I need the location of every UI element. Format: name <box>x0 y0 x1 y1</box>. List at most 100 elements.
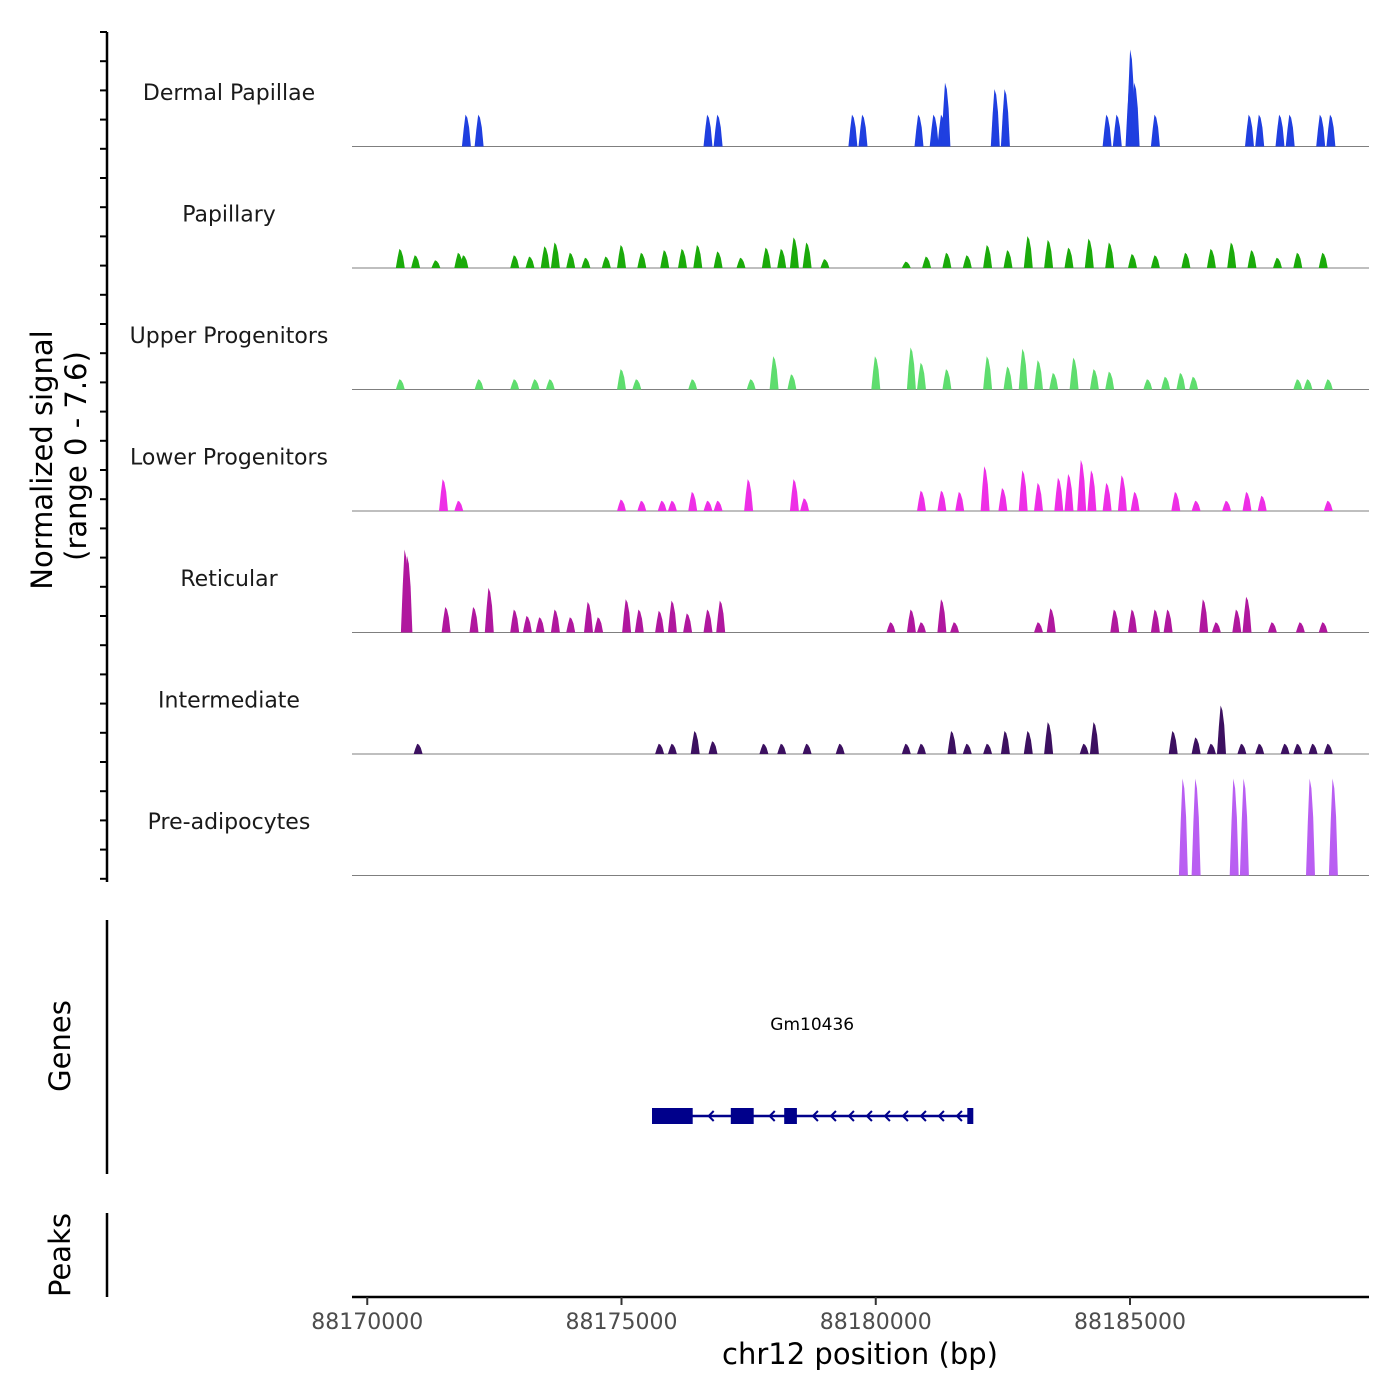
coverage-peak <box>929 114 939 147</box>
coverage-peak <box>1293 379 1303 390</box>
coverage-peak <box>655 610 665 633</box>
strand-arrow <box>883 1110 891 1122</box>
coverage-peak <box>1003 250 1013 268</box>
coverage-peak <box>761 247 771 268</box>
coverage-peak <box>1295 622 1305 633</box>
coverage-peak <box>1178 778 1188 876</box>
coverage-peak <box>461 114 471 147</box>
coverage-peak <box>1110 609 1120 633</box>
coverage-peak <box>459 255 469 268</box>
coverage-peak <box>1191 737 1201 754</box>
coverage-peak <box>617 369 626 390</box>
strand-arrow <box>811 1110 819 1122</box>
coverage-peak <box>962 743 972 754</box>
coverage-peak <box>871 356 881 390</box>
gene-model <box>652 1108 974 1124</box>
coverage-peak <box>1018 348 1028 390</box>
coverage-peak <box>1242 596 1252 633</box>
coverage-peak <box>955 491 965 511</box>
coverage-peak <box>683 613 693 633</box>
signal-y-ticks <box>100 31 107 880</box>
coverage-peak <box>950 622 960 633</box>
coverage-peak <box>1191 500 1201 511</box>
coverage-peak <box>1046 608 1056 633</box>
signal-y-axis: Normalized signal (range 0 - 7.6) <box>25 31 109 882</box>
coverage-peak <box>1255 743 1265 754</box>
coverage-peak <box>983 743 993 754</box>
coverage-peak <box>454 500 464 511</box>
coverage-peak <box>1143 379 1153 390</box>
coverage-peak <box>990 89 1000 147</box>
coverage-peak <box>906 347 916 390</box>
coverage-peak <box>1267 622 1277 633</box>
coverage-peak <box>1003 366 1013 390</box>
coverage-peak <box>1084 238 1094 268</box>
track-label: Upper Progenitors <box>130 324 329 349</box>
coverage-peak <box>983 356 993 390</box>
coverage-peak <box>678 248 687 268</box>
coverage-peak <box>1064 474 1074 511</box>
coverage-peak <box>983 245 993 268</box>
track-reticular: Reticular <box>180 549 1369 633</box>
peaks-panel: Peaks <box>43 1213 109 1297</box>
coverage-peak <box>411 255 421 268</box>
coverage-peak <box>1069 357 1079 390</box>
coverage-peak <box>1232 609 1242 633</box>
coverage-peak <box>688 491 698 511</box>
coverage-peak <box>787 374 797 390</box>
coverage-peak <box>525 256 535 268</box>
coverage-peak <box>1247 250 1257 268</box>
coverage-peak <box>848 114 858 147</box>
coverage-peak <box>1199 599 1209 633</box>
coverage-peak <box>617 499 626 511</box>
track-label: Papillary <box>182 203 276 228</box>
coverage-peak <box>1000 89 1010 147</box>
coverage-peak <box>1189 376 1199 390</box>
coverage-peak <box>802 743 812 754</box>
coverage-peak <box>1077 459 1087 511</box>
coverage-peak <box>1206 248 1216 268</box>
coverage-peak <box>474 114 484 147</box>
coverage-peak <box>540 246 550 268</box>
coverage-peak <box>690 731 700 754</box>
coverage-peak <box>1326 114 1336 147</box>
coverage-peak <box>594 617 604 633</box>
strand-arrow <box>955 1110 963 1122</box>
coverage-peak <box>403 555 413 633</box>
coverage-peak <box>667 600 677 633</box>
coverage-peak <box>1044 239 1054 268</box>
track-pre-adipocytes: Pre-adipocytes <box>148 778 1369 876</box>
coverage-peak <box>395 248 405 268</box>
coverage-peak <box>1285 114 1295 147</box>
track-dermal-papillae: Dermal Papillae <box>143 49 1369 147</box>
coverage-peak <box>1191 778 1201 876</box>
strand-arrow <box>901 1110 909 1122</box>
coverage-peak <box>1239 778 1249 876</box>
coverage-peak <box>901 743 911 754</box>
track-label: Intermediate <box>158 689 300 714</box>
coverage-tracks: Dermal Papillae Papillary Upper Progenitor… <box>130 49 1369 876</box>
genes-track-title: Genes <box>43 1000 77 1092</box>
coverage-peak <box>1255 114 1265 147</box>
coverage-peak <box>1150 114 1160 147</box>
signal-y-title: Normalized signal <box>25 330 59 589</box>
coverage-peak <box>510 255 520 268</box>
coverage-peak <box>1237 743 1247 754</box>
strand-arrow <box>829 1110 837 1122</box>
gene-exon <box>652 1108 693 1124</box>
coverage-peak <box>688 379 698 390</box>
coverage-peak <box>1128 609 1137 633</box>
coverage-peak <box>431 260 441 268</box>
coverage-peak <box>637 252 647 268</box>
gene-exon <box>967 1108 974 1124</box>
coverage-peak <box>937 599 947 633</box>
coverage-peak <box>769 356 779 390</box>
strand-arrow <box>937 1110 945 1122</box>
coverage-peak <box>617 245 626 268</box>
coverage-peak <box>1275 114 1285 147</box>
coverage-peak <box>1089 369 1099 390</box>
coverage-peak <box>835 743 845 754</box>
coverage-peak <box>1105 371 1115 390</box>
coverage-peak <box>632 379 642 390</box>
x-tick-label: 88170000 <box>311 1310 423 1335</box>
